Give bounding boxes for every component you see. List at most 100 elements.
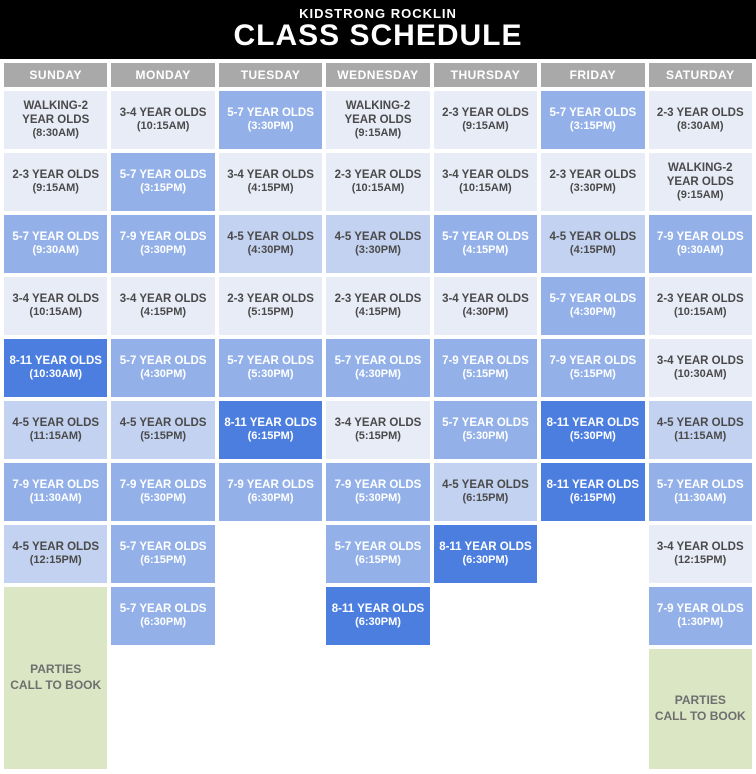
class-time: (4:15PM) — [436, 244, 535, 257]
class-time: (11:15AM) — [651, 430, 750, 443]
class-label: 3-4 YEAR OLDS — [436, 293, 535, 306]
class-cell: 5-7 YEAR OLDS(3:15PM) — [541, 91, 644, 149]
class-label: 5-7 YEAR OLDS — [113, 169, 212, 182]
class-cell: 3-4 YEAR OLDS(5:15PM) — [326, 401, 429, 459]
class-cell: 3-4 YEAR OLDS(10:30AM) — [649, 339, 752, 397]
class-label: 5-7 YEAR OLDS — [328, 355, 427, 368]
class-cell: 3-4 YEAR OLDS(4:15PM) — [219, 153, 322, 211]
class-label: 3-4 YEAR OLDS — [651, 541, 750, 554]
class-label: WALKING-2YEAR OLDS — [6, 100, 105, 126]
class-time: (6:30PM) — [221, 492, 320, 505]
class-cell: 5-7 YEAR OLDS(4:30PM) — [111, 339, 214, 397]
class-time: (10:30AM) — [651, 368, 750, 381]
class-time: (11:15AM) — [6, 430, 105, 443]
class-label: 7-9 YEAR OLDS — [6, 479, 105, 492]
class-cell: 5-7 YEAR OLDS(4:30PM) — [326, 339, 429, 397]
class-time: (12:15PM) — [651, 554, 750, 567]
class-time: (12:15PM) — [6, 554, 105, 567]
class-time: (5:30PM) — [328, 492, 427, 505]
class-cell: 4-5 YEAR OLDS(5:15PM) — [111, 401, 214, 459]
class-time: (5:15PM) — [113, 430, 212, 443]
class-cell: 7-9 YEAR OLDS(5:15PM) — [541, 339, 644, 397]
class-label: 2-3 YEAR OLDS — [6, 169, 105, 182]
class-cell: 3-4 YEAR OLDS(10:15AM) — [111, 91, 214, 149]
class-time: (11:30AM) — [6, 492, 105, 505]
class-time: (9:15AM) — [328, 127, 427, 140]
class-cell: 7-9 YEAR OLDS(1:30PM) — [649, 587, 752, 645]
class-cell: 4-5 YEAR OLDS(4:30PM) — [219, 215, 322, 273]
class-label: 4-5 YEAR OLDS — [328, 231, 427, 244]
class-label: 8-11 YEAR OLDS — [221, 417, 320, 430]
class-time: (10:15AM) — [6, 306, 105, 319]
class-label: 2-3 YEAR OLDS — [328, 293, 427, 306]
parties-block: PARTIESCALL TO BOOK — [4, 587, 107, 769]
day-column: 3-4 YEAR OLDS(10:15AM)5-7 YEAR OLDS(3:15… — [111, 91, 214, 769]
class-time: (5:15PM) — [328, 430, 427, 443]
class-cell: 4-5 YEAR OLDS(11:15AM) — [649, 401, 752, 459]
class-cell: 8-11 YEAR OLDS(6:15PM) — [541, 463, 644, 521]
class-cell: 7-9 YEAR OLDS(5:15PM) — [434, 339, 537, 397]
class-label: 5-7 YEAR OLDS — [543, 107, 642, 120]
class-cell: 8-11 YEAR OLDS(10:30AM) — [4, 339, 107, 397]
day-column: WALKING-2YEAR OLDS(9:15AM)2-3 YEAR OLDS(… — [326, 91, 429, 769]
class-cell: 7-9 YEAR OLDS(3:30PM) — [111, 215, 214, 273]
class-time: (9:15AM) — [436, 120, 535, 133]
schedule-grid: SUNDAYMONDAYTUESDAYWEDNESDAYTHURSDAYFRID… — [0, 59, 756, 773]
class-time: (6:30PM) — [113, 616, 212, 629]
class-time: (6:15PM) — [543, 492, 642, 505]
class-cell: 3-4 YEAR OLDS(10:15AM) — [4, 277, 107, 335]
class-time: (5:30PM) — [221, 368, 320, 381]
class-label: 7-9 YEAR OLDS — [113, 231, 212, 244]
class-label: 4-5 YEAR OLDS — [6, 541, 105, 554]
class-label: 8-11 YEAR OLDS — [543, 479, 642, 492]
class-cell: 7-9 YEAR OLDS(9:30AM) — [649, 215, 752, 273]
class-time: (9:15AM) — [651, 189, 750, 202]
class-label: 3-4 YEAR OLDS — [113, 293, 212, 306]
class-cell: 4-5 YEAR OLDS(4:15PM) — [541, 215, 644, 273]
class-time: (5:30PM) — [543, 430, 642, 443]
class-time: (4:30PM) — [436, 306, 535, 319]
class-label: 2-3 YEAR OLDS — [328, 169, 427, 182]
class-label: 3-4 YEAR OLDS — [6, 293, 105, 306]
class-time: (5:30PM) — [436, 430, 535, 443]
class-cell: 8-11 YEAR OLDS(6:30PM) — [434, 525, 537, 583]
class-time: (8:30AM) — [651, 120, 750, 133]
day-header: SUNDAY — [4, 63, 107, 87]
class-cell: 5-7 YEAR OLDS(3:15PM) — [111, 153, 214, 211]
class-label: 8-11 YEAR OLDS — [543, 417, 642, 430]
class-time: (4:30PM) — [221, 244, 320, 257]
class-label: 2-3 YEAR OLDS — [436, 107, 535, 120]
class-cell: 5-7 YEAR OLDS(6:30PM) — [111, 587, 214, 645]
class-cell: 7-9 YEAR OLDS(5:30PM) — [111, 463, 214, 521]
day-header: TUESDAY — [219, 63, 322, 87]
class-cell: 4-5 YEAR OLDS(12:15PM) — [4, 525, 107, 583]
class-cell: 5-7 YEAR OLDS(11:30AM) — [649, 463, 752, 521]
class-time: (4:15PM) — [328, 306, 427, 319]
class-time: (6:15PM) — [328, 554, 427, 567]
class-time: (3:15PM) — [543, 120, 642, 133]
class-cell: 7-9 YEAR OLDS(11:30AM) — [4, 463, 107, 521]
class-label: 3-4 YEAR OLDS — [113, 107, 212, 120]
class-label: 5-7 YEAR OLDS — [543, 293, 642, 306]
class-label: 4-5 YEAR OLDS — [113, 417, 212, 430]
class-cell: 5-7 YEAR OLDS(5:30PM) — [434, 401, 537, 459]
class-time: (10:15AM) — [113, 120, 212, 133]
class-time: (9:30AM) — [651, 244, 750, 257]
class-cell: 2-3 YEAR OLDS(9:15AM) — [4, 153, 107, 211]
class-label: 5-7 YEAR OLDS — [113, 541, 212, 554]
class-cell: 4-5 YEAR OLDS(3:30PM) — [326, 215, 429, 273]
class-label: 7-9 YEAR OLDS — [651, 231, 750, 244]
class-label: 3-4 YEAR OLDS — [436, 169, 535, 182]
class-cell: 3-4 YEAR OLDS(4:15PM) — [111, 277, 214, 335]
class-time: (4:30PM) — [543, 306, 642, 319]
class-cell: 3-4 YEAR OLDS(4:30PM) — [434, 277, 537, 335]
parties-line2: CALL TO BOOK — [4, 678, 107, 694]
class-label: 7-9 YEAR OLDS — [436, 355, 535, 368]
class-label: 4-5 YEAR OLDS — [436, 479, 535, 492]
day-column: 2-3 YEAR OLDS(9:15AM)3-4 YEAR OLDS(10:15… — [434, 91, 537, 769]
class-time: (6:15PM) — [113, 554, 212, 567]
class-cell: 2-3 YEAR OLDS(10:15AM) — [649, 277, 752, 335]
class-label: 5-7 YEAR OLDS — [651, 479, 750, 492]
class-time: (6:30PM) — [328, 616, 427, 629]
class-label: 7-9 YEAR OLDS — [651, 603, 750, 616]
